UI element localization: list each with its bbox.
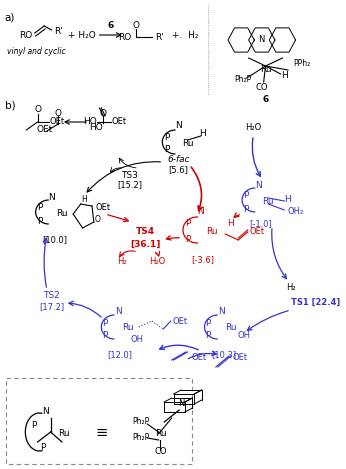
- Text: a): a): [5, 12, 15, 22]
- Text: N: N: [198, 207, 204, 217]
- Text: [5.6]: [5.6]: [169, 166, 188, 174]
- Text: Ph₂P: Ph₂P: [132, 417, 149, 426]
- Text: R': R': [54, 28, 63, 37]
- Text: OEt: OEt: [112, 118, 127, 127]
- Text: TS1 [22.4]: TS1 [22.4]: [291, 297, 340, 307]
- Text: Ru: Ru: [225, 324, 237, 333]
- Text: +.  H₂: +. H₂: [172, 30, 198, 39]
- Text: OEt: OEt: [233, 354, 248, 363]
- Text: O: O: [55, 108, 62, 118]
- Text: [12.0]: [12.0]: [108, 350, 133, 360]
- Text: Ru: Ru: [182, 139, 193, 149]
- Text: O: O: [100, 108, 107, 118]
- Text: P: P: [102, 318, 108, 327]
- Text: OEt: OEt: [50, 118, 65, 127]
- Text: RO: RO: [118, 33, 131, 43]
- Text: Ph₂P: Ph₂P: [235, 76, 252, 84]
- Text: [15.2]: [15.2]: [117, 181, 142, 189]
- Text: H: H: [284, 195, 291, 204]
- Text: PPh₂: PPh₂: [294, 60, 311, 68]
- Text: [-3.6]: [-3.6]: [191, 256, 214, 265]
- Text: b): b): [5, 100, 15, 110]
- Text: RO: RO: [19, 30, 32, 39]
- Text: P: P: [37, 204, 42, 212]
- Text: P: P: [185, 219, 190, 228]
- Text: P: P: [37, 217, 42, 226]
- Text: [10.0]: [10.0]: [42, 235, 67, 244]
- Text: N: N: [42, 408, 48, 416]
- Text: + H₂O: + H₂O: [69, 30, 96, 39]
- Text: P: P: [243, 191, 248, 201]
- Text: TS4: TS4: [136, 227, 155, 236]
- Text: ≡: ≡: [95, 424, 108, 439]
- Text: P: P: [31, 422, 36, 431]
- Text: vinyl and cyclic: vinyl and cyclic: [7, 47, 65, 56]
- Text: OEt: OEt: [249, 227, 265, 236]
- Text: 6-fac: 6-fac: [167, 156, 190, 165]
- Text: P: P: [243, 204, 248, 213]
- Text: TS3: TS3: [121, 171, 138, 180]
- Text: HO: HO: [90, 123, 103, 133]
- Text: Ph₂P: Ph₂P: [132, 433, 149, 442]
- Text: O: O: [95, 215, 101, 225]
- Text: CO: CO: [256, 83, 268, 92]
- Text: [17.2]: [17.2]: [39, 303, 64, 311]
- Text: 6: 6: [262, 96, 268, 105]
- Text: 6: 6: [108, 22, 114, 30]
- Text: N: N: [258, 36, 265, 45]
- Text: OEt: OEt: [173, 317, 188, 325]
- Text: H: H: [227, 219, 234, 228]
- Text: Ru: Ru: [206, 227, 218, 236]
- Text: R': R': [155, 32, 164, 41]
- Text: N: N: [255, 181, 262, 189]
- Text: OEt: OEt: [96, 204, 111, 212]
- Text: P: P: [102, 332, 108, 340]
- Text: O: O: [133, 22, 139, 30]
- Text: P: P: [185, 235, 190, 244]
- Text: P: P: [40, 444, 46, 453]
- Text: N: N: [115, 308, 121, 317]
- Text: OH₂: OH₂: [287, 206, 303, 215]
- Text: H₂: H₂: [117, 257, 127, 266]
- FancyBboxPatch shape: [6, 378, 192, 464]
- Text: OEt: OEt: [36, 126, 53, 135]
- Text: N: N: [218, 308, 225, 317]
- Text: Ru: Ru: [155, 430, 166, 439]
- Text: O: O: [34, 105, 41, 114]
- Text: [-1.0]: [-1.0]: [249, 219, 272, 228]
- Text: [36.1]: [36.1]: [130, 240, 161, 249]
- Text: H: H: [199, 129, 206, 138]
- Text: OEt: OEt: [191, 354, 207, 363]
- Text: P: P: [164, 145, 170, 154]
- Text: N: N: [48, 192, 55, 202]
- Text: Ru: Ru: [260, 66, 271, 75]
- Text: P: P: [164, 134, 170, 143]
- Text: TS2: TS2: [43, 290, 60, 300]
- Text: Ru: Ru: [263, 197, 274, 205]
- Text: H₂: H₂: [286, 283, 296, 293]
- Text: H: H: [281, 71, 288, 81]
- Text: H₂O: H₂O: [149, 257, 166, 266]
- Text: HO: HO: [83, 118, 97, 127]
- Text: P: P: [206, 318, 211, 327]
- Text: Ru: Ru: [56, 209, 68, 218]
- Text: H: H: [82, 196, 87, 204]
- Text: H₂O: H₂O: [245, 123, 262, 133]
- Text: [10.3]: [10.3]: [211, 350, 236, 360]
- Text: N: N: [175, 121, 182, 130]
- Text: Ru: Ru: [122, 324, 134, 333]
- Text: OH: OH: [130, 334, 144, 343]
- Text: Ru: Ru: [58, 430, 70, 439]
- Text: P: P: [206, 332, 211, 340]
- Text: OH: OH: [237, 331, 251, 340]
- Text: N: N: [178, 400, 184, 408]
- Text: CO: CO: [154, 447, 167, 456]
